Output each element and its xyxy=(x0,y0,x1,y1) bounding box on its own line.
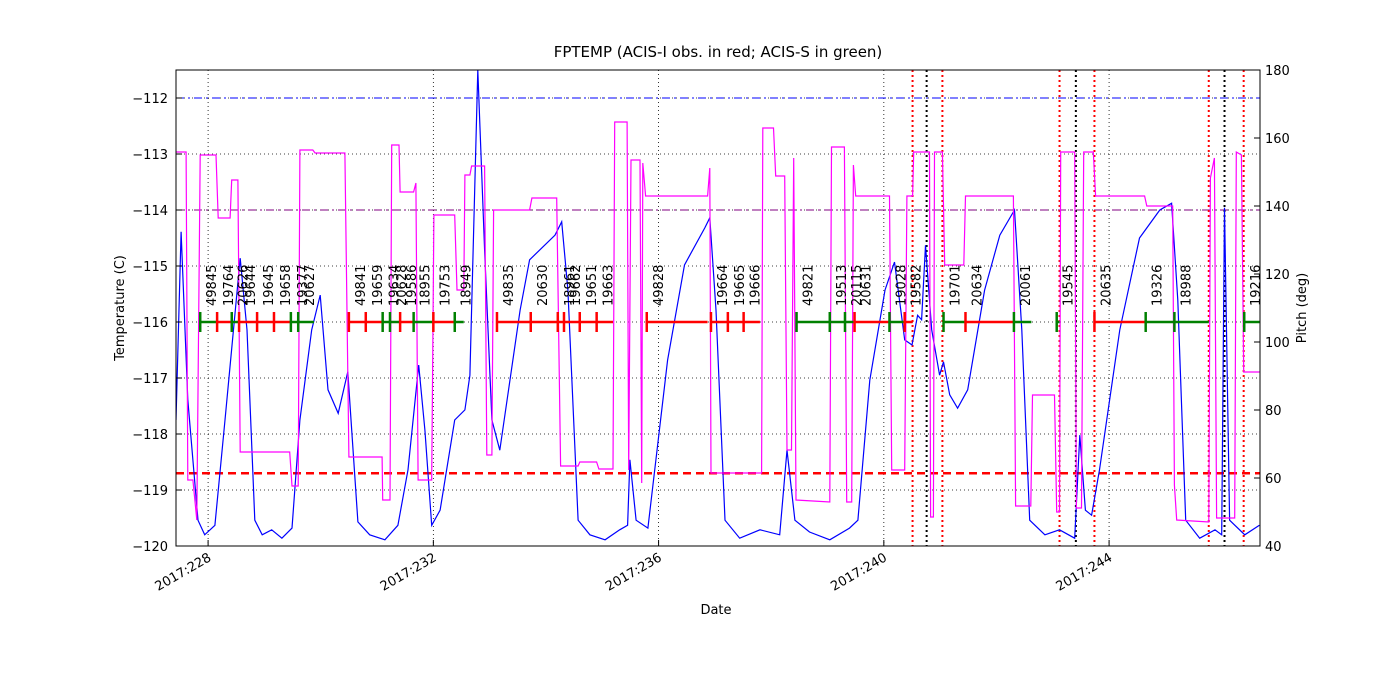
observation-label: 49828 xyxy=(652,265,667,306)
y-tick-label: −120 xyxy=(132,540,168,555)
chart-title: FPTEMP (ACIS-I obs. in red; ACIS-S in gr… xyxy=(554,43,883,61)
y-tick-label: −118 xyxy=(132,428,168,443)
observation-label: 19645 xyxy=(262,265,277,306)
y-tick-label: −119 xyxy=(132,484,168,499)
observation-label: 49845 xyxy=(205,265,220,306)
observation-label: 19658 xyxy=(279,265,294,306)
y2-tick-label: 40 xyxy=(1265,540,1282,555)
observation-label: 19764 xyxy=(222,265,237,306)
y2-tick-label: 100 xyxy=(1265,336,1290,351)
observation-label: 19513 xyxy=(835,265,850,306)
observation-label: 19659 xyxy=(371,265,386,306)
observation-label: 19665 xyxy=(733,265,748,306)
data-line xyxy=(176,70,1260,541)
y-axis-label: Temperature (C) xyxy=(113,255,128,362)
observation-label: 18961 xyxy=(563,265,578,306)
observation-label: 19701 xyxy=(949,265,964,306)
plot-area xyxy=(176,70,1260,546)
observation-label: 19664 xyxy=(716,265,731,306)
observation-label: 19634 xyxy=(388,265,403,306)
observation-label: 19644 xyxy=(244,265,259,306)
observation-label: 19377 xyxy=(296,265,311,306)
observation-label: 19586 xyxy=(405,265,420,306)
observation-label: 19582 xyxy=(910,265,925,306)
observation-label: 18955 xyxy=(419,265,434,306)
y2-tick-label: 140 xyxy=(1265,200,1290,215)
observation-label: 20628 xyxy=(395,265,410,306)
observation-label: 18949 xyxy=(460,265,475,306)
observation-label: 19216 xyxy=(1249,265,1264,306)
observation-label: 18988 xyxy=(1179,265,1194,306)
y-tick-label: −115 xyxy=(132,260,168,275)
observation-label: 19326 xyxy=(1151,265,1166,306)
y2-tick-label: 60 xyxy=(1265,472,1282,487)
observation-label: 20626 xyxy=(237,265,252,306)
plot-frame xyxy=(175,69,1261,547)
observation-label: 19662 xyxy=(569,265,584,306)
observation-label: 19545 xyxy=(1062,265,1077,306)
observation-label: 19663 xyxy=(602,265,617,306)
y2-tick-label: 180 xyxy=(1265,64,1290,79)
y-tick-label: −117 xyxy=(132,372,168,387)
observation-label: 20061 xyxy=(1019,265,1034,306)
y2-tick-label: 120 xyxy=(1265,268,1290,283)
observation-label: 19028 xyxy=(894,265,909,306)
observation-label: 20627 xyxy=(303,265,318,306)
observation-label: 19753 xyxy=(438,265,453,306)
y2-tick-label: 80 xyxy=(1265,404,1282,419)
observation-label: 49835 xyxy=(502,265,517,306)
y2-tick-label: 160 xyxy=(1265,132,1290,147)
observation-label: 20635 xyxy=(1099,265,1114,306)
data-line xyxy=(176,121,1260,523)
y-tick-label: −114 xyxy=(132,204,168,219)
y2-axis-label: Pitch (deg) xyxy=(1295,273,1310,343)
y-tick-label: −112 xyxy=(132,92,168,107)
observation-label: 20630 xyxy=(536,265,551,306)
observation-label: 19666 xyxy=(749,265,764,306)
y-tick-label: −113 xyxy=(132,148,168,163)
observation-label: 20634 xyxy=(970,265,985,306)
x-axis-label: Date xyxy=(700,603,731,618)
observation-label: 49841 xyxy=(354,265,369,306)
observation-label: 19651 xyxy=(585,265,600,306)
observation-label: 20115 xyxy=(850,265,865,306)
observation-label: 20631 xyxy=(860,265,875,306)
y-tick-label: −116 xyxy=(132,316,168,331)
observation-label: 49821 xyxy=(802,265,817,306)
